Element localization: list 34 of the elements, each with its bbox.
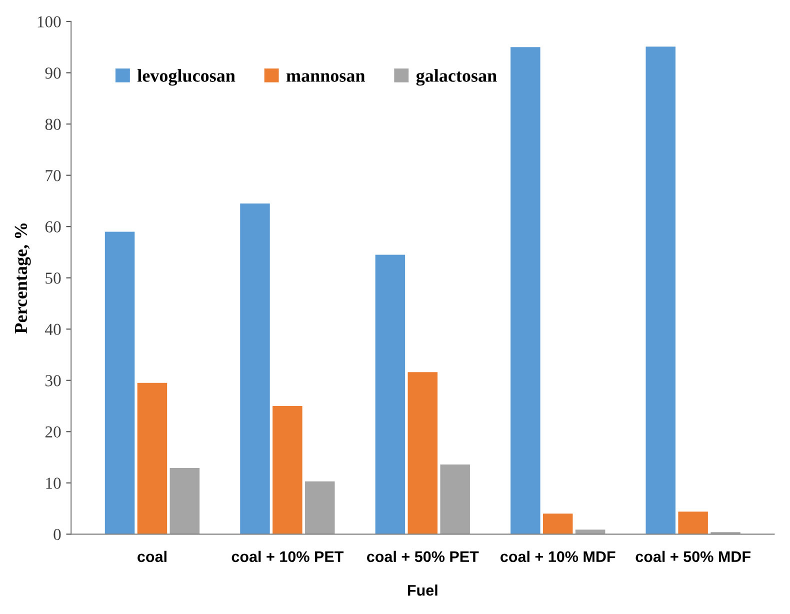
bar (408, 372, 438, 534)
bar (240, 203, 270, 534)
bar (170, 468, 200, 534)
y-tick-label: 30 (46, 375, 61, 386)
bar (272, 406, 302, 534)
y-tick-label: 50 (46, 272, 61, 284)
x-tick-label: coal (138, 550, 166, 562)
legend-label: galactosan (416, 69, 497, 86)
y-axis-title: Percentage, % (14, 224, 31, 334)
x-tick-label: coal + 10% PET (232, 550, 344, 562)
bar (104, 232, 135, 534)
legend-label: mannosan (286, 73, 366, 82)
x-tick-label: coal + 10% MDF (500, 550, 616, 562)
bar (646, 46, 676, 534)
bar (305, 481, 335, 534)
bar (440, 464, 470, 534)
bar (375, 254, 406, 534)
bar (678, 512, 708, 534)
bar (542, 514, 573, 534)
x-tick-label: coal + 50% MDF (636, 550, 750, 562)
y-tick-label: 10 (46, 478, 61, 489)
y-tick-label: 80 (45, 118, 61, 130)
y-tick-label: 90 (45, 67, 61, 79)
y-tick-label: 60 (45, 221, 61, 233)
legend-label: levoglucosan (137, 69, 236, 86)
y-tick-label: 70 (46, 170, 61, 182)
bar (137, 382, 168, 534)
x-axis-title: Fuel (408, 584, 438, 596)
y-tick-label: 40 (45, 324, 61, 336)
y-tick-label: 100 (38, 16, 61, 28)
y-tick-label: 0 (54, 528, 61, 540)
bar (510, 47, 540, 534)
y-tick-label: 20 (45, 426, 61, 438)
x-tick-label: coal + 50% PET (366, 550, 479, 562)
